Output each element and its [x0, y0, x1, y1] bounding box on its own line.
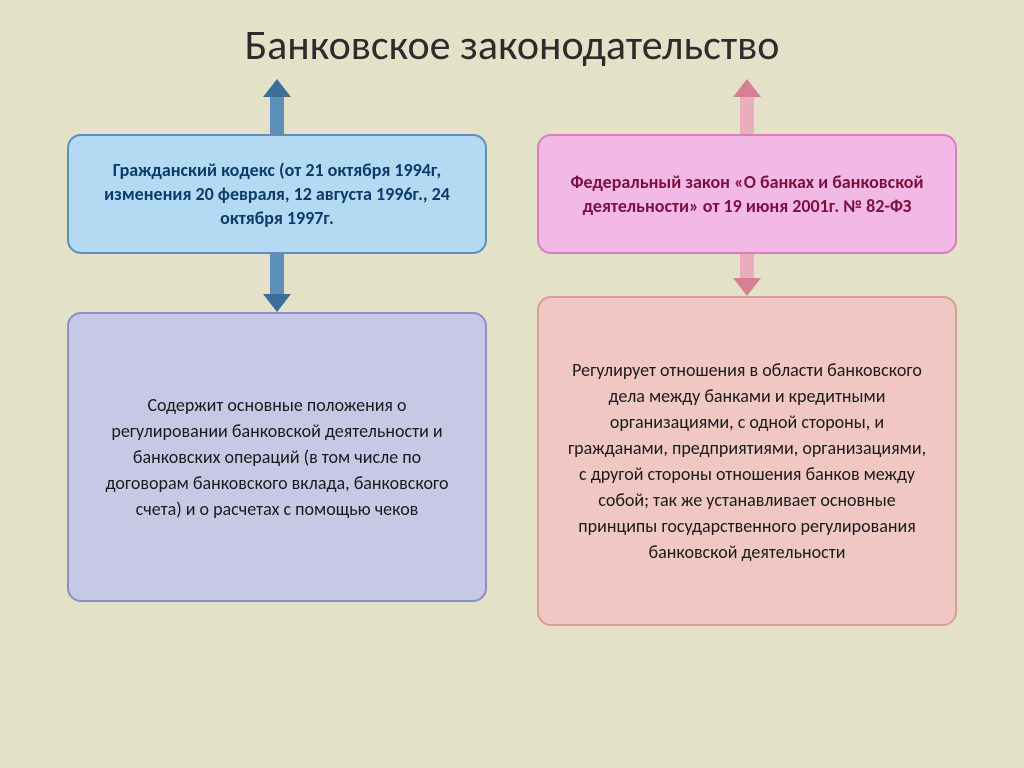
right-bottom-text: Регулирует отношения в области банковско… [565, 357, 929, 566]
right-column: Федеральный закон «О банках и банковской… [537, 79, 957, 626]
right-top-box: Федеральный закон «О банках и банковской… [537, 134, 957, 254]
arrow-up-icon [733, 79, 761, 97]
left-bottom-text: Содержит основные положения о регулирова… [95, 392, 459, 522]
arrow-down-icon [263, 294, 291, 312]
left-bottom-box: Содержит основные положения о регулирова… [67, 312, 487, 602]
left-column: Гражданский кодекс (от 21 октября 1994г,… [67, 79, 487, 602]
right-arrow-down [732, 254, 762, 296]
right-top-text: Федеральный закон «О банках и банковской… [557, 170, 937, 219]
right-bottom-box: Регулирует отношения в области банковско… [537, 296, 957, 626]
page-title: Банковское законодательство [50, 20, 974, 71]
left-top-box: Гражданский кодекс (от 21 октября 1994г,… [67, 134, 487, 254]
right-arrow-up [732, 79, 762, 134]
left-top-text: Гражданский кодекс (от 21 октября 1994г,… [87, 158, 467, 231]
diagram-columns: Гражданский кодекс (от 21 октября 1994г,… [50, 79, 974, 626]
arrow-up-icon [263, 79, 291, 97]
left-arrow-up [262, 79, 292, 134]
slide: Банковское законодательство Гражданский … [0, 0, 1024, 768]
left-arrow-down [262, 254, 292, 312]
arrow-down-icon [733, 278, 761, 296]
